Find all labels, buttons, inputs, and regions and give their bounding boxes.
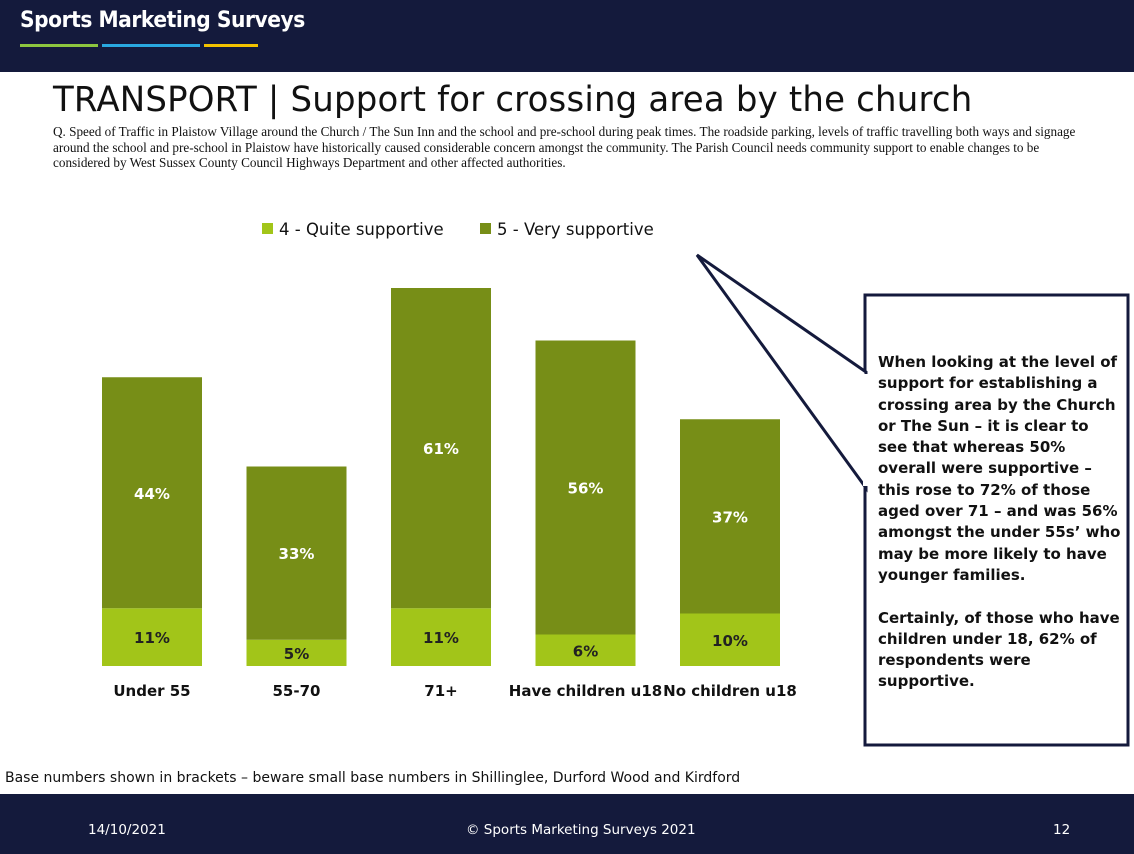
data-label: 33% <box>279 545 315 563</box>
category-label: Under 55 <box>113 682 190 700</box>
logo-underline <box>20 44 260 48</box>
bars-group: 11% 44% Under 55 5% 33% 55-70 11% 61% 71+ 6% 56% Ha… <box>102 288 797 700</box>
top-banner: Sports Marketing Surveys <box>0 0 1134 72</box>
data-label: 10% <box>712 632 748 650</box>
data-label: 5% <box>284 645 309 663</box>
question-text: Q. Speed of Traffic in Plaistow Village … <box>53 124 1076 170</box>
callout-text: When looking at the level of support for… <box>878 353 1121 691</box>
bar-segment-very <box>680 419 780 614</box>
legend-item-very: 5 - Very supportive <box>480 220 654 239</box>
page-title: TRANSPORT | Support for crossing area by… <box>53 80 973 120</box>
footer-copyright: © Sports Marketing Surveys 2021 <box>466 822 696 838</box>
footer-date: 14/10/2021 <box>88 822 166 838</box>
category-label: 71+ <box>424 682 457 700</box>
data-label: 44% <box>134 485 170 503</box>
bar-segment-very <box>391 288 491 609</box>
bar-segment-quite <box>535 634 636 666</box>
bar-segment-very <box>246 466 347 640</box>
callout-pointer-join <box>863 374 869 486</box>
bar-segment-quite <box>680 613 780 666</box>
data-label: 11% <box>134 629 170 647</box>
legend-swatch-very <box>480 223 491 234</box>
legend-label-very: 5 - Very supportive <box>497 220 654 239</box>
bar-segment-quite <box>246 639 347 666</box>
data-label: 37% <box>712 508 748 526</box>
bar-segment-quite <box>391 608 491 666</box>
callout-shape <box>695 253 1130 747</box>
data-label: 56% <box>568 480 604 498</box>
legend-item-quite: 4 - Quite supportive <box>262 220 444 239</box>
category-label: Have children u18 <box>509 682 662 700</box>
footer-bar: 14/10/2021 © Sports Marketing Surveys 20… <box>0 794 1134 854</box>
data-label: 6% <box>573 642 598 660</box>
footer-page-number: 12 <box>1053 822 1071 838</box>
data-label: 61% <box>423 440 459 458</box>
bar-segment-quite <box>102 608 202 666</box>
logo-line-green <box>20 44 98 47</box>
data-label: 11% <box>423 629 459 647</box>
logo-line-yellow <box>204 44 258 47</box>
bar-segment-very <box>535 340 636 635</box>
category-label: 55-70 <box>273 682 321 700</box>
category-label: No children u18 <box>663 682 797 700</box>
callout-box <box>863 293 1130 747</box>
bar-segment-very <box>102 377 202 609</box>
legend-swatch-quite <box>262 223 273 234</box>
legend-label-quite: 4 - Quite supportive <box>279 220 444 239</box>
base-note: Base numbers shown in brackets – beware … <box>5 770 741 786</box>
logo-line-blue <box>102 44 200 47</box>
brand-logo: Sports Marketing Surveys <box>20 8 305 33</box>
